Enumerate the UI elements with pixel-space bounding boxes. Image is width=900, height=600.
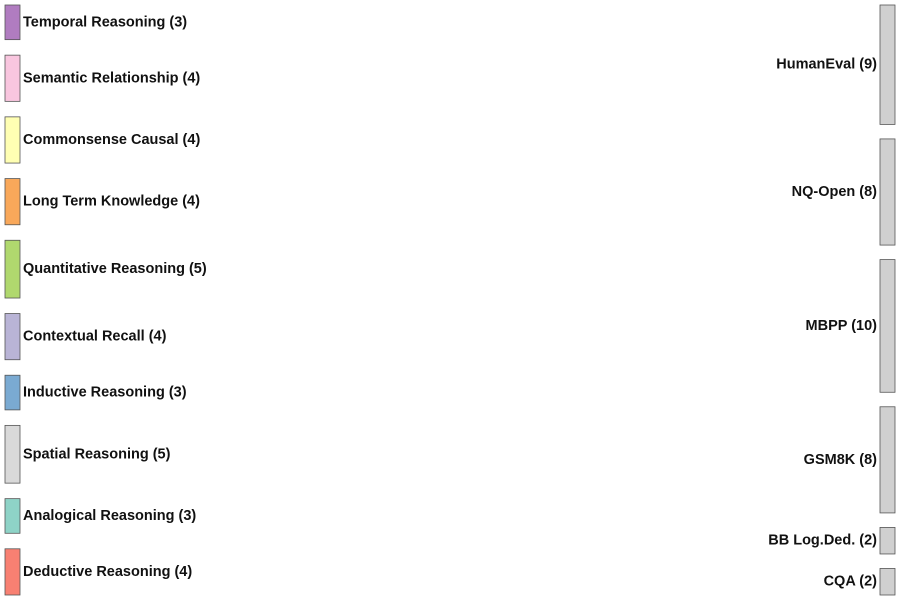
sankey-link	[20, 379, 880, 572]
source-node	[4, 374, 21, 411]
source-node	[4, 178, 21, 226]
source-node	[4, 54, 21, 102]
source-node	[4, 424, 21, 484]
target-node	[879, 568, 896, 596]
source-node-label: Commonsense Causal (4)	[23, 132, 200, 148]
source-node-label: Long Term Knowledge (4)	[23, 194, 200, 210]
source-node-label: Contextual Recall (4)	[23, 329, 167, 345]
sankey-link	[20, 275, 880, 460]
target-node	[879, 259, 896, 393]
source-node	[4, 4, 21, 41]
source-node-label: Spatial Reasoning (5)	[23, 446, 171, 462]
sankey-link	[20, 352, 880, 460]
source-node-label: Quantitative Reasoning (5)	[23, 261, 207, 277]
sankey-link	[20, 28, 880, 273]
source-node-label: Semantic Relationship (4)	[23, 70, 200, 86]
source-node	[4, 548, 21, 596]
target-node-label: CQA (2)	[824, 574, 878, 590]
target-node	[879, 4, 896, 125]
target-node-label: NQ-Open (8)	[792, 184, 878, 200]
nodes-layer	[4, 4, 896, 596]
labels-layer: Temporal Reasoning (3) Semantic Relations…	[23, 14, 877, 589]
target-node	[879, 406, 896, 514]
source-node	[4, 239, 21, 299]
source-node-label: Deductive Reasoning (4)	[23, 564, 192, 580]
sankey-link	[20, 398, 880, 581]
links-layer	[20, 5, 880, 595]
source-node	[4, 313, 21, 361]
target-node-label: BB Log.Ded. (2)	[768, 533, 877, 549]
sankey-link	[20, 78, 880, 286]
target-node-label: GSM8K (8)	[804, 452, 877, 468]
source-node	[4, 116, 21, 164]
source-node-label: Analogical Reasoning (3)	[23, 508, 196, 524]
target-node	[879, 138, 896, 246]
sankey-link	[20, 202, 880, 313]
sankey-link	[20, 460, 880, 486]
source-node-label: Temporal Reasoning (3)	[23, 14, 187, 30]
source-node	[4, 498, 21, 534]
target-node	[879, 527, 896, 555]
sankey-link	[20, 45, 880, 190]
sankey-link	[20, 286, 880, 540]
target-node-label: MBPP (10)	[806, 318, 878, 334]
sankey-link	[20, 58, 880, 252]
source-node-label: Inductive Reasoning (3)	[23, 385, 187, 401]
target-node-label: HumanEval (9)	[776, 57, 877, 73]
